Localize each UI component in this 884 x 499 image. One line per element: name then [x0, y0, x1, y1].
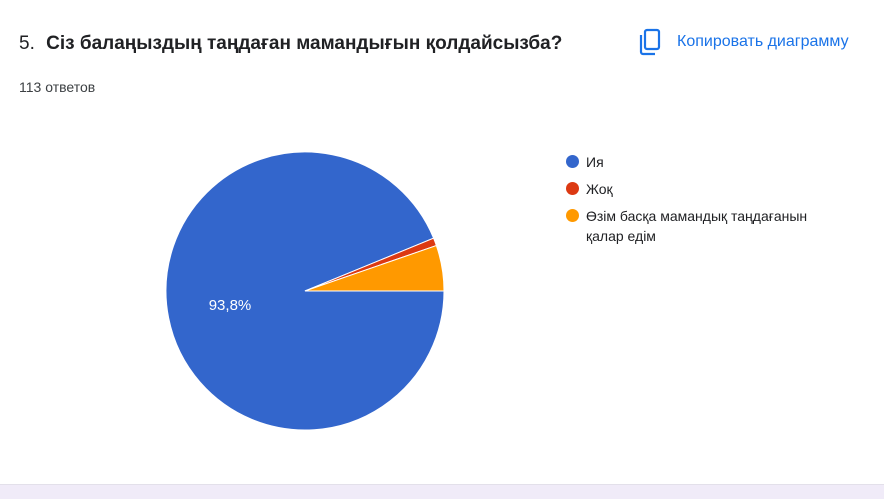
response-count: 113 ответов: [19, 79, 96, 95]
legend-swatch: [566, 155, 579, 168]
chart-card: 5. Сіз балаңыздың таңдаған мамандығын қо…: [19, 26, 849, 431]
legend-label: Өзім басқа мамандық таңдағанын қалар еді…: [586, 208, 808, 244]
legend-swatch: [566, 209, 579, 222]
pie-chart: 93,8%: [165, 151, 445, 431]
legend-swatch: [566, 182, 579, 195]
page-footer-strip: [0, 484, 884, 499]
chart-legend: Ия Жоқ Өзім басқа мамандық таңдағанын қала…: [566, 152, 846, 253]
question-heading: 5. Сіз балаңыздың таңдаған мамандығын қо…: [19, 33, 562, 55]
legend-item-1[interactable]: Ия: [566, 152, 846, 172]
copy-icon: [638, 28, 664, 56]
pie-slice-label-1: 93,8%: [209, 297, 252, 314]
legend-item-3[interactable]: Өзім басқа мамандық таңдағанын қалар еді…: [566, 206, 846, 246]
legend-item-2[interactable]: Жоқ: [566, 179, 846, 199]
copy-chart-button[interactable]: Копировать диаграмму: [638, 26, 849, 58]
legend-label: Жоқ: [586, 181, 613, 197]
pie-slice-3[interactable]: [304, 244, 445, 292]
legend-label: Ия: [586, 154, 604, 170]
question-title: Сіз балаңыздың таңдаған мамандығын қолда…: [46, 33, 563, 54]
question-number: 5.: [19, 33, 35, 54]
copy-chart-label: Копировать диаграмму: [677, 33, 849, 50]
